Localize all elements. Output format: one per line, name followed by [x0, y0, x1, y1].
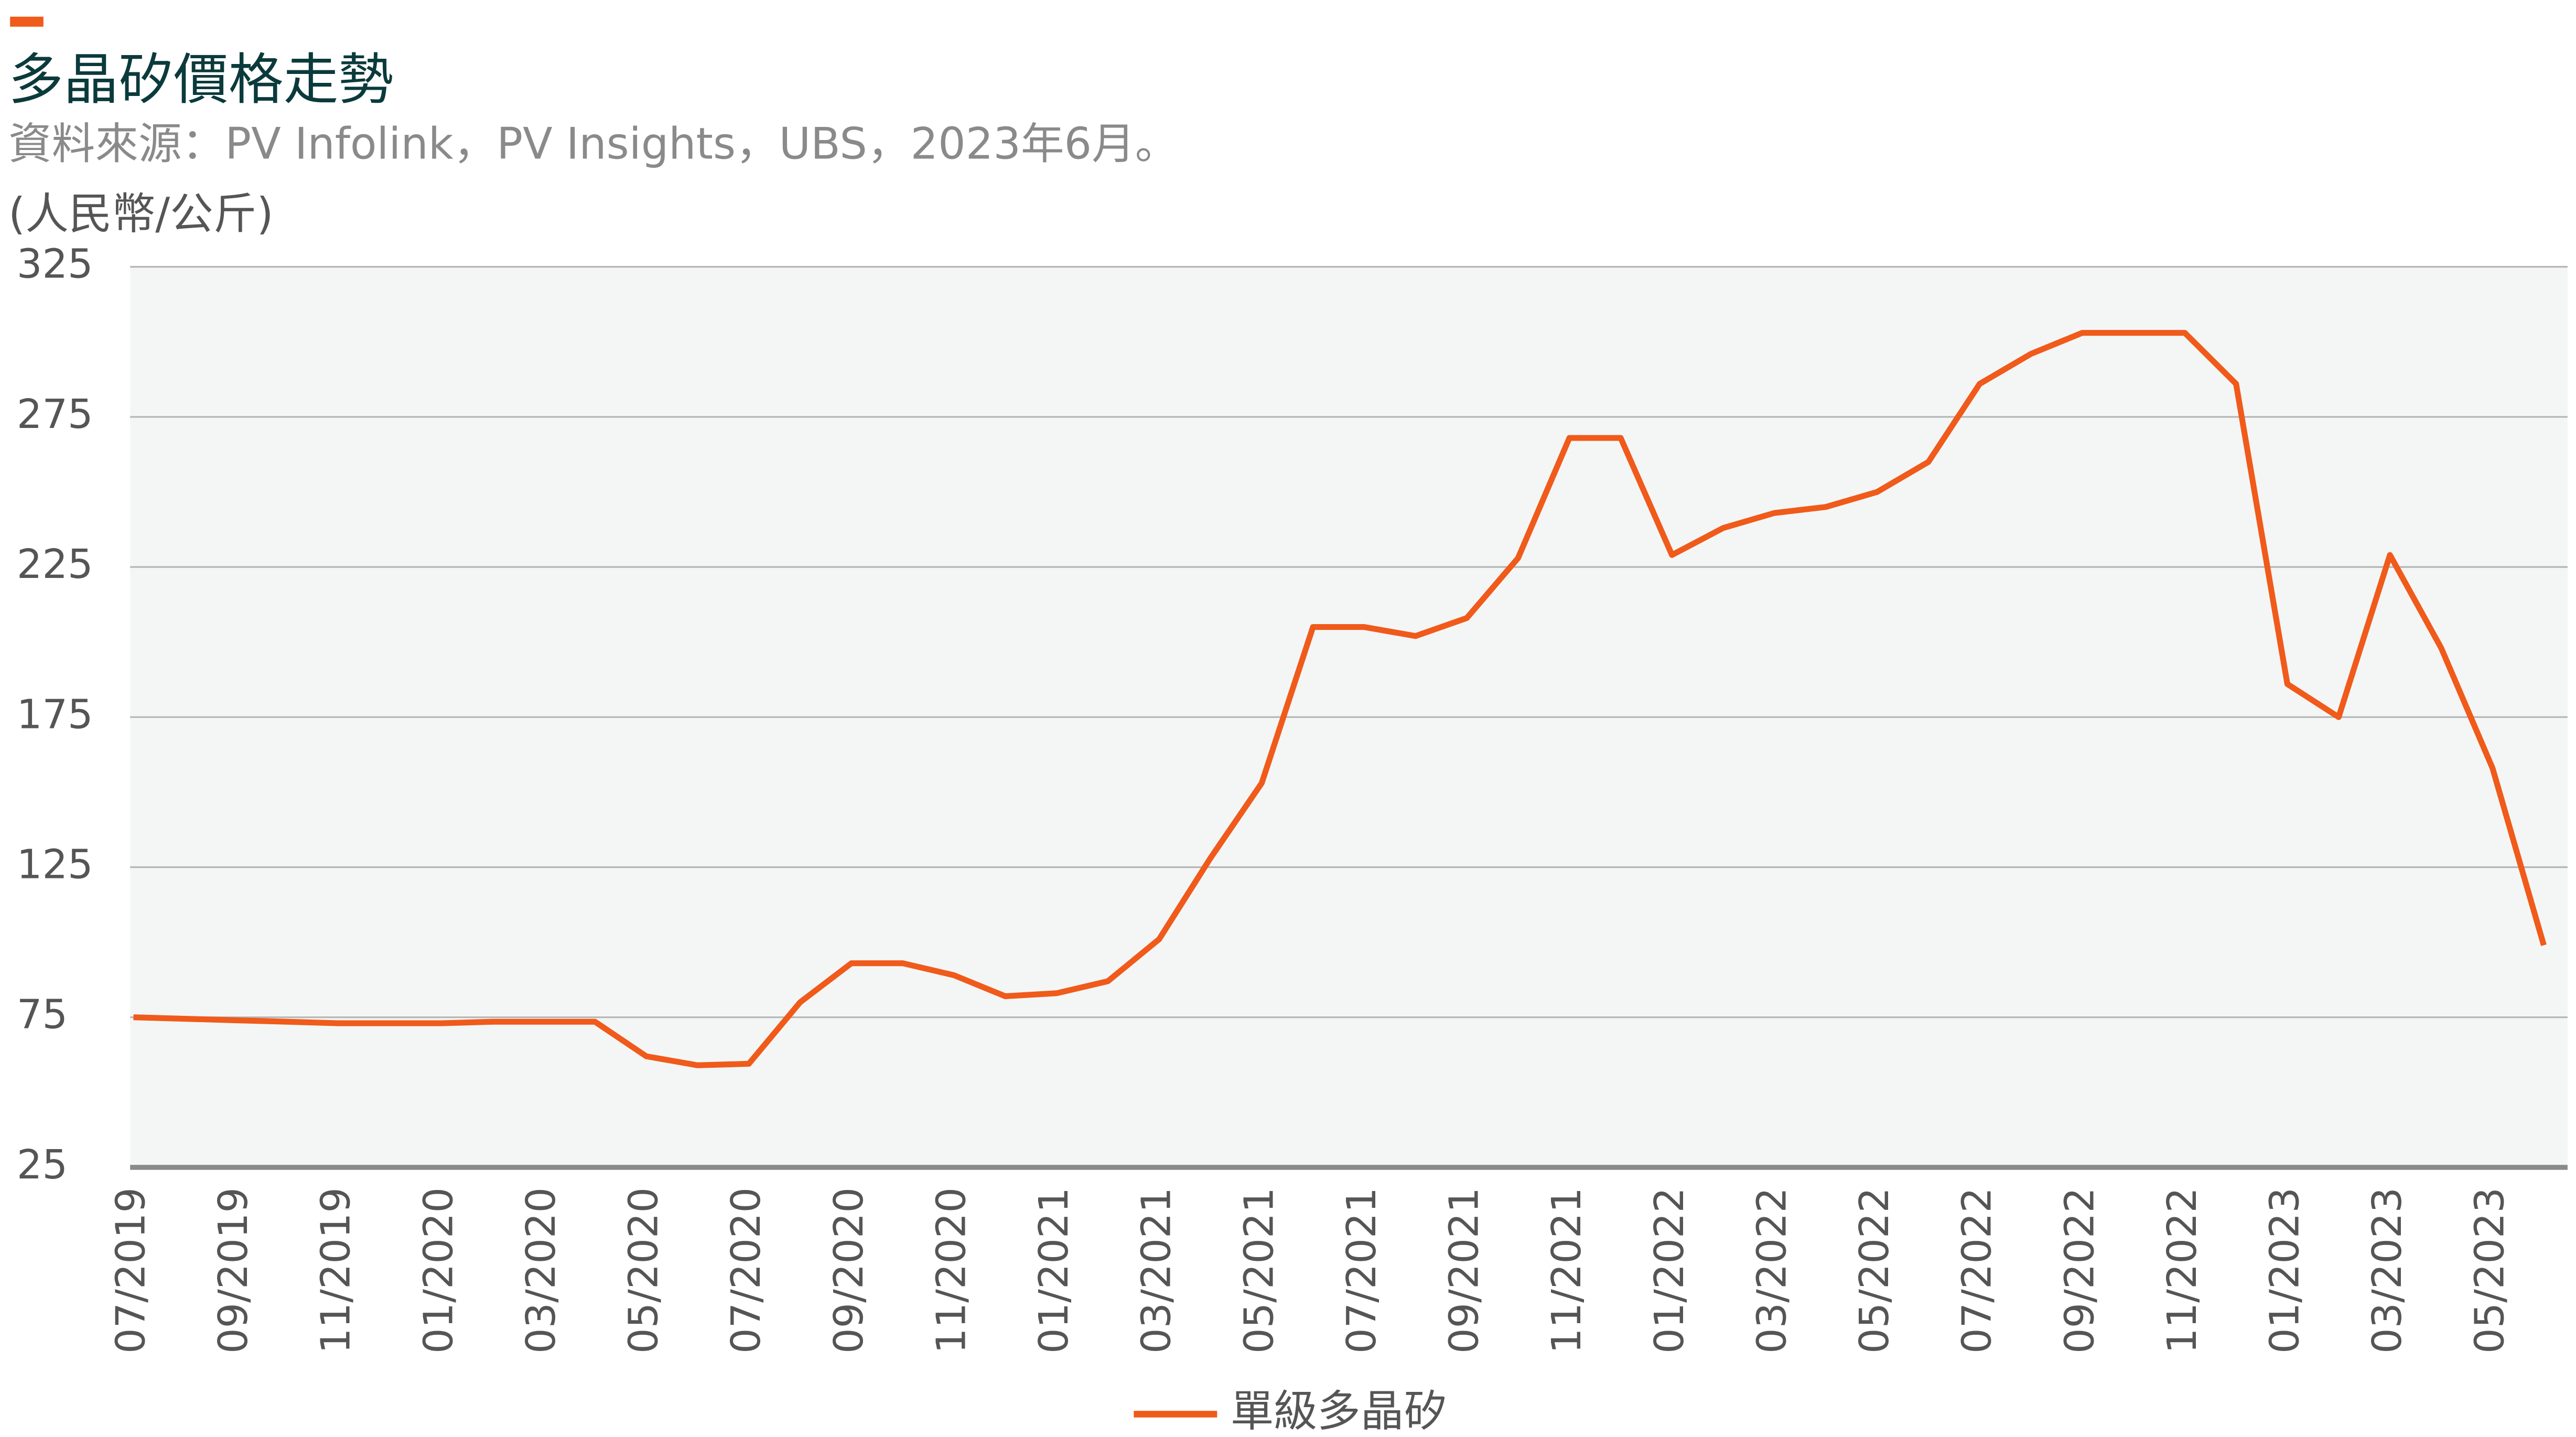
y-axis-label: (人民幣/公斤)	[8, 189, 274, 239]
x-tick-label: 01/2021	[1030, 1187, 1077, 1354]
chart-title: 多晶矽價格走勢	[8, 48, 393, 112]
x-tick-label: 09/2019	[210, 1187, 256, 1354]
x-tick-label: 09/2020	[825, 1187, 872, 1354]
x-tick-label: 01/2020	[415, 1187, 461, 1354]
x-tick-label: 07/2019	[107, 1187, 154, 1354]
y-tick-label: 225	[17, 541, 93, 587]
x-tick-label: 07/2021	[1338, 1187, 1385, 1354]
x-tick-label: 05/2020	[620, 1187, 667, 1354]
accent-bar	[10, 16, 44, 27]
x-tick-label: 05/2021	[1235, 1187, 1282, 1354]
x-tick-label: 03/2023	[2364, 1187, 2410, 1354]
x-tick-label: 01/2023	[2261, 1187, 2308, 1354]
y-tick-label: 325	[17, 241, 93, 287]
x-tick-label: 03/2021	[1133, 1187, 1180, 1354]
legend-label: 單級多晶矽	[1231, 1386, 1447, 1436]
x-tick-label: 11/2019	[312, 1187, 359, 1354]
y-tick-label: 175	[17, 691, 93, 737]
y-tick-label: 25	[17, 1141, 68, 1188]
x-tick-label: 05/2023	[2466, 1187, 2513, 1354]
x-tick-label: 09/2022	[2056, 1187, 2103, 1354]
x-tick-label: 03/2020	[518, 1187, 564, 1354]
y-tick-label: 275	[17, 391, 93, 437]
x-tick-label: 11/2022	[2159, 1187, 2205, 1354]
y-tick-label: 75	[17, 991, 68, 1038]
x-tick-label: 01/2022	[1646, 1187, 1693, 1354]
x-tick-label: 05/2022	[1851, 1187, 1898, 1354]
chart-subtitle: 資料來源：PV Infolink，PV Insights，UBS，2023年6月…	[8, 119, 1178, 169]
x-tick-label: 11/2021	[1543, 1187, 1590, 1354]
y-tick-label: 125	[17, 841, 93, 887]
x-tick-label: 07/2020	[723, 1187, 769, 1354]
x-tick-label: 03/2022	[1748, 1187, 1795, 1354]
data-line	[133, 330, 2547, 1068]
x-tick-label: 09/2021	[1441, 1187, 1488, 1354]
x-tick-label: 11/2020	[928, 1187, 974, 1354]
x-tick-label: 07/2022	[1954, 1187, 2000, 1354]
